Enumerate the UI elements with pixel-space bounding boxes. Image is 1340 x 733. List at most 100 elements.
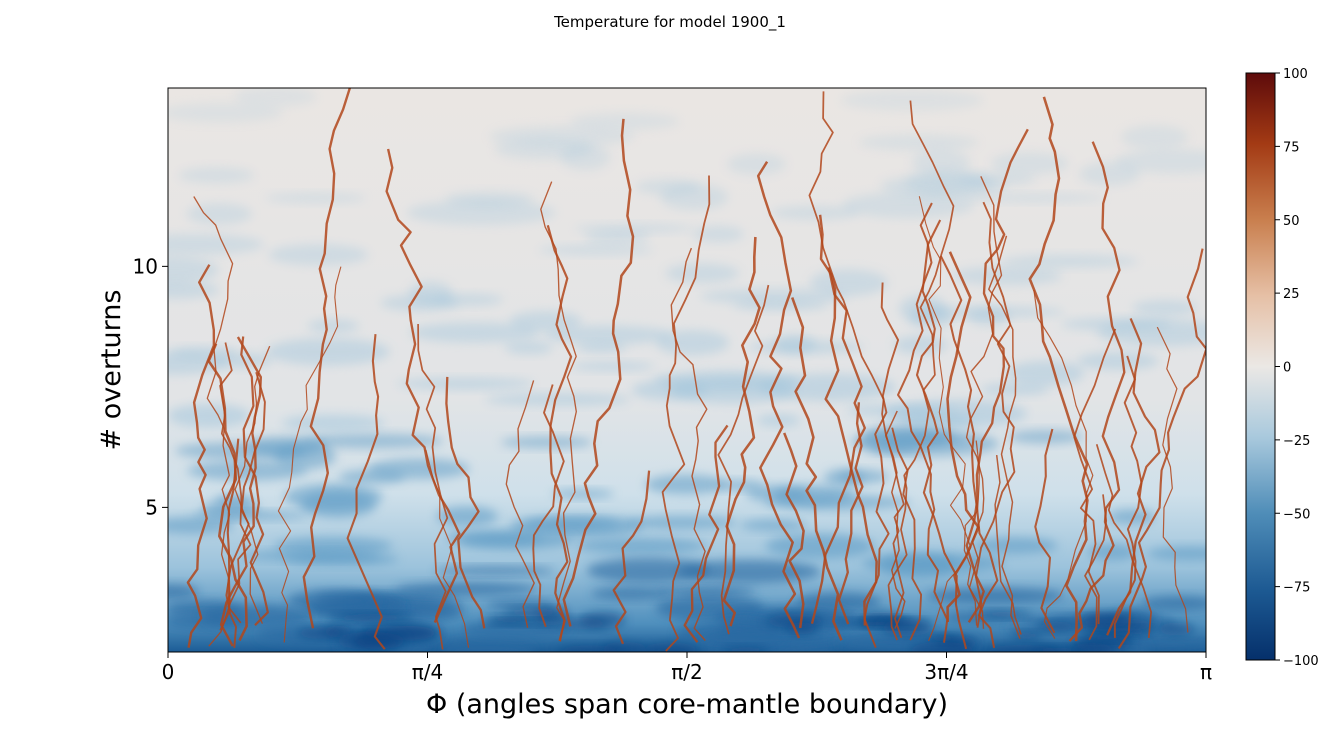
cold-anomaly <box>266 337 391 366</box>
cold-anomaly <box>488 125 635 147</box>
cold-base-anomaly <box>336 631 406 650</box>
cold-base-anomaly <box>502 607 565 617</box>
colorbar-ticks: 100 75 50 25 0 −25 −50 −75 −100 <box>1275 67 1319 669</box>
hot-plume <box>974 201 1016 628</box>
cold-anomaly <box>1060 317 1172 331</box>
colorbar: 100 75 50 25 0 −25 −50 −75 −100 <box>1245 67 1319 669</box>
chart-title: Temperature for model 1900_1 <box>553 13 786 32</box>
hot-plume <box>445 376 486 629</box>
cold-anomaly <box>303 433 444 449</box>
hot-plume <box>915 219 968 650</box>
cold-anomaly <box>699 631 843 643</box>
cold-anomaly <box>560 144 611 171</box>
cold-base-anomaly <box>882 619 933 637</box>
cold-anomaly <box>233 88 317 107</box>
hot-plume <box>240 336 269 626</box>
cold-anomaly <box>246 436 328 457</box>
cold-anomaly <box>842 192 975 219</box>
cold-base-anomaly <box>1079 634 1135 642</box>
cold-anomaly <box>300 490 377 519</box>
hot-plume <box>790 297 843 641</box>
hot-plume <box>661 175 711 652</box>
hot-plume <box>562 118 635 627</box>
cold-anomaly <box>972 537 1058 555</box>
cold-anomaly <box>210 352 273 368</box>
colorbar-tick-label: 0 <box>1283 361 1291 376</box>
cold-anomaly <box>845 404 953 417</box>
cold-base-anomaly <box>326 613 415 623</box>
cold-anomaly <box>668 377 797 404</box>
cold-anomaly <box>433 293 504 306</box>
cold-anomaly <box>569 112 680 130</box>
hot-plume <box>1095 444 1152 638</box>
cold-anomaly <box>809 269 888 296</box>
colorbar-tick-label: −25 <box>1283 434 1310 449</box>
cold-anomaly <box>281 414 385 432</box>
cold-anomaly <box>484 393 631 406</box>
cold-anomaly <box>406 200 556 226</box>
cold-anomaly <box>265 193 367 204</box>
x-tick-label: π/2 <box>671 660 703 684</box>
cold-anomaly <box>307 319 360 333</box>
cold-anomaly <box>665 263 740 284</box>
cold-anomaly <box>1000 254 1139 268</box>
cold-anomaly <box>574 223 694 233</box>
colorbar-tick-label: 50 <box>1283 214 1300 229</box>
hot-plume <box>1033 289 1094 639</box>
cold-anomaly <box>1114 149 1206 174</box>
cold-anomaly <box>186 203 253 225</box>
cold-anomaly <box>437 639 537 652</box>
hot-plume <box>612 470 651 645</box>
hot-plume <box>1156 326 1189 633</box>
cold-anomaly <box>840 89 984 112</box>
cold-anomaly <box>409 322 540 343</box>
cold-base-anomaly <box>322 625 354 637</box>
cold-anomaly <box>395 582 537 596</box>
x-tick-label: 0 <box>162 660 175 684</box>
cold-anomaly <box>655 330 730 356</box>
cold-anomalies <box>168 88 1206 652</box>
colorbar-tick-label: −75 <box>1283 581 1310 596</box>
colorbar-tick-label: −50 <box>1283 507 1310 522</box>
hot-plume <box>891 427 923 641</box>
cold-anomaly <box>1079 162 1141 186</box>
colorbar-tick-label: 100 <box>1283 67 1308 82</box>
hot-plume <box>670 247 708 641</box>
hot-plume <box>193 196 234 647</box>
cold-anomaly <box>990 152 1069 175</box>
cold-anomaly <box>1147 546 1206 561</box>
hot-plume <box>897 202 949 643</box>
hot-plume <box>717 284 770 635</box>
hot-plume <box>783 432 805 629</box>
cold-anomaly <box>434 566 555 575</box>
hot-plume <box>186 264 216 648</box>
cold-anomaly <box>1007 430 1084 444</box>
cold-anomaly <box>692 225 745 243</box>
hot-plume <box>808 91 905 639</box>
x-tick-label: 3π/4 <box>924 660 968 684</box>
cold-anomaly <box>268 244 369 266</box>
cold-base-anomaly <box>926 634 960 643</box>
hot-plume <box>965 128 1029 623</box>
x-tick-label: π/4 <box>412 660 444 684</box>
cold-base-anomaly <box>1157 622 1196 636</box>
cold-anomaly <box>569 361 655 372</box>
cold-anomaly <box>168 102 284 123</box>
cold-anomaly <box>1141 596 1206 611</box>
cold-anomaly <box>1131 300 1198 316</box>
hot-plume <box>532 384 565 628</box>
hot-plume <box>1028 96 1089 642</box>
y-axis-label: # overturns <box>96 290 127 451</box>
cold-anomaly <box>436 506 499 527</box>
hot-plumes <box>186 88 1206 652</box>
cold-anomaly <box>1006 360 1085 386</box>
colorbar-tick-label: −100 <box>1283 654 1319 669</box>
cold-base-anomaly <box>720 646 771 652</box>
hot-plume <box>1073 328 1117 625</box>
cold-anomaly <box>168 516 235 534</box>
cold-anomaly <box>201 604 314 629</box>
hot-plume <box>540 181 577 642</box>
hot-plume <box>683 424 729 643</box>
cold-anomaly <box>951 266 1063 286</box>
